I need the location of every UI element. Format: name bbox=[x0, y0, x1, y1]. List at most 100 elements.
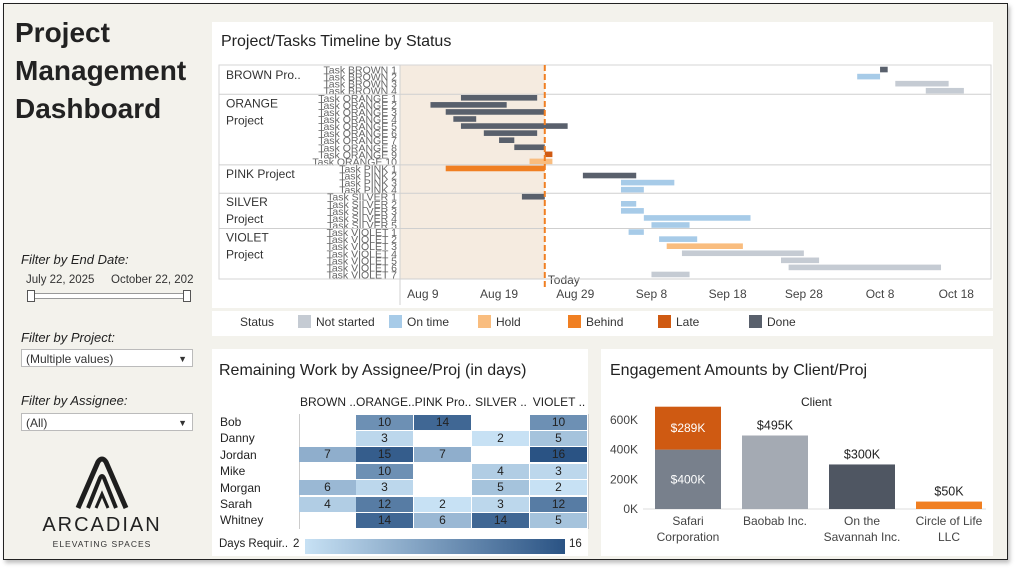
engagement-chart[interactable]: 600K 400K 200K 0K $400K $289K Safari Corporatio… bbox=[601, 349, 993, 556]
task-bar bbox=[788, 264, 942, 271]
legend-label: Behind bbox=[586, 315, 624, 329]
bar-value-label: $300K bbox=[844, 447, 881, 461]
heatmap-cell[interactable]: 10 bbox=[356, 414, 413, 430]
bar-segment bbox=[742, 435, 808, 509]
task-bar bbox=[620, 179, 675, 186]
heatmap-cell[interactable]: 3 bbox=[530, 463, 587, 479]
assignee-filter-select[interactable]: (All) ▼ bbox=[21, 413, 193, 431]
assignee-filter-label: Filter by Assignee: bbox=[21, 393, 128, 408]
heatmap-cell[interactable]: 6 bbox=[299, 480, 356, 496]
bar-segment bbox=[655, 449, 721, 509]
heatmap-cell[interactable]: 5 bbox=[530, 512, 587, 528]
y-tick-label: 600K bbox=[610, 413, 638, 427]
date-range-slider[interactable] bbox=[27, 290, 191, 302]
legend-item[interactable]: On time bbox=[389, 311, 449, 333]
task-bar bbox=[666, 243, 743, 249]
heatmap-cell[interactable]: 5 bbox=[472, 480, 529, 496]
heatmap-cell[interactable]: 14 bbox=[414, 414, 471, 430]
task-bar bbox=[445, 165, 545, 172]
task-label: Task PINK 3 bbox=[339, 178, 397, 190]
legend-swatch bbox=[389, 315, 402, 328]
legend-label: Done bbox=[767, 315, 796, 329]
heatmap-grid bbox=[299, 414, 589, 529]
heatmap-cell[interactable]: 3 bbox=[356, 480, 413, 496]
task-bar bbox=[880, 66, 888, 73]
heatmap-cell[interactable]: 6 bbox=[414, 512, 471, 528]
task-label: Task ORANGE 8 bbox=[318, 142, 397, 154]
slider-handle-end[interactable] bbox=[183, 290, 191, 302]
heatmap-row-label: Sarah bbox=[220, 497, 253, 511]
heatmap-legend-min: 2 bbox=[293, 538, 300, 550]
task-label: Task BROWN 2 bbox=[323, 72, 397, 84]
legend-item[interactable]: Hold bbox=[478, 311, 521, 333]
bar-segment bbox=[829, 464, 895, 509]
heatmap-cell[interactable]: 16 bbox=[530, 447, 587, 463]
heatmap-cell[interactable]: 7 bbox=[299, 447, 356, 463]
project-label: Project bbox=[226, 212, 264, 226]
bar-value-label: $50K bbox=[934, 485, 964, 499]
legend-swatch bbox=[658, 315, 671, 328]
task-label: Task ORANGE 3 bbox=[318, 107, 397, 119]
task-bar bbox=[620, 208, 644, 214]
legend-item[interactable]: Done bbox=[749, 311, 796, 333]
task-bar bbox=[681, 250, 804, 257]
heatmap-cell[interactable]: 2 bbox=[414, 496, 471, 512]
legend-item[interactable]: Not started bbox=[298, 311, 375, 333]
timeline-panel: Project/Tasks Timeline by Status BROWN P… bbox=[212, 22, 993, 308]
heatmap-cell[interactable]: 4 bbox=[299, 496, 356, 512]
heatmap-cell[interactable]: 12 bbox=[356, 496, 413, 512]
legend-item[interactable]: Behind bbox=[568, 311, 623, 333]
legend-swatch bbox=[568, 315, 581, 328]
legend-item[interactable]: Late bbox=[658, 311, 699, 333]
project-label: ORANGE bbox=[226, 96, 278, 110]
heatmap-cell[interactable]: 5 bbox=[530, 430, 587, 446]
task-label: Task PINK 2 bbox=[339, 171, 397, 183]
heatmap-legend-label: Days Requir.. bbox=[219, 538, 289, 550]
legend-swatch bbox=[298, 315, 311, 328]
task-bar bbox=[620, 186, 644, 193]
title-line: Management bbox=[15, 55, 187, 86]
heatmap-cell[interactable]: 10 bbox=[356, 463, 413, 479]
arcadian-logo-icon bbox=[75, 456, 129, 509]
legend-swatch bbox=[749, 315, 762, 328]
remaining-work-panel: Remaining Work by Assignee/Proj (in days… bbox=[212, 349, 589, 556]
task-bar bbox=[582, 172, 637, 179]
project-label: PINK Project bbox=[226, 167, 295, 181]
y-tick-label: 400K bbox=[610, 443, 638, 457]
heatmap-row-label: Jordan bbox=[220, 447, 257, 462]
task-bar bbox=[460, 123, 568, 129]
task-bar bbox=[628, 229, 644, 235]
heatmap-cell[interactable]: 4 bbox=[472, 463, 529, 479]
project-filter-select[interactable]: (Multiple values) ▼ bbox=[21, 349, 193, 367]
project-label: Project bbox=[226, 248, 264, 262]
heatmap-cell[interactable]: 15 bbox=[356, 447, 413, 463]
task-bar bbox=[544, 151, 553, 158]
task-label: Task VIOLET 7 bbox=[327, 269, 398, 281]
task-bar bbox=[620, 201, 637, 207]
legend-swatch bbox=[478, 315, 491, 328]
today-shaded-region bbox=[400, 65, 545, 279]
heatmap-cell[interactable]: 2 bbox=[472, 430, 529, 446]
project-label: BROWN Pro.. bbox=[226, 68, 301, 82]
bar-value-label: $289K bbox=[671, 421, 706, 435]
legend-label: Hold bbox=[496, 315, 521, 329]
task-bar bbox=[529, 158, 553, 165]
heatmap-cell[interactable]: 3 bbox=[356, 430, 413, 446]
legend-label: Late bbox=[676, 315, 700, 329]
dashboard-frame: Project Management Dashboard Filter by E… bbox=[3, 3, 1008, 560]
heatmap-row-label: Danny bbox=[220, 431, 255, 446]
slider-handle-start[interactable] bbox=[27, 290, 35, 302]
heatmap-cell[interactable]: 14 bbox=[472, 512, 529, 528]
heatmap-cell[interactable]: 12 bbox=[530, 496, 587, 512]
heatmap-cell[interactable]: 7 bbox=[414, 447, 471, 463]
heatmap-cell[interactable]: 10 bbox=[530, 414, 587, 430]
heatmap-cell[interactable]: 3 bbox=[472, 496, 529, 512]
heatmap-column-header: BROWN .. bbox=[300, 395, 356, 409]
heatmap-cell[interactable]: 14 bbox=[356, 512, 413, 528]
heatmap-cell[interactable]: 2 bbox=[530, 480, 587, 496]
task-label: Task ORANGE 1 bbox=[318, 93, 397, 105]
heatmap-column-header: PINK Pro.. bbox=[414, 395, 472, 409]
project-filter-label: Filter by Project: bbox=[21, 330, 115, 345]
remaining-work-title: Remaining Work by Assignee/Proj (in days… bbox=[219, 362, 527, 379]
